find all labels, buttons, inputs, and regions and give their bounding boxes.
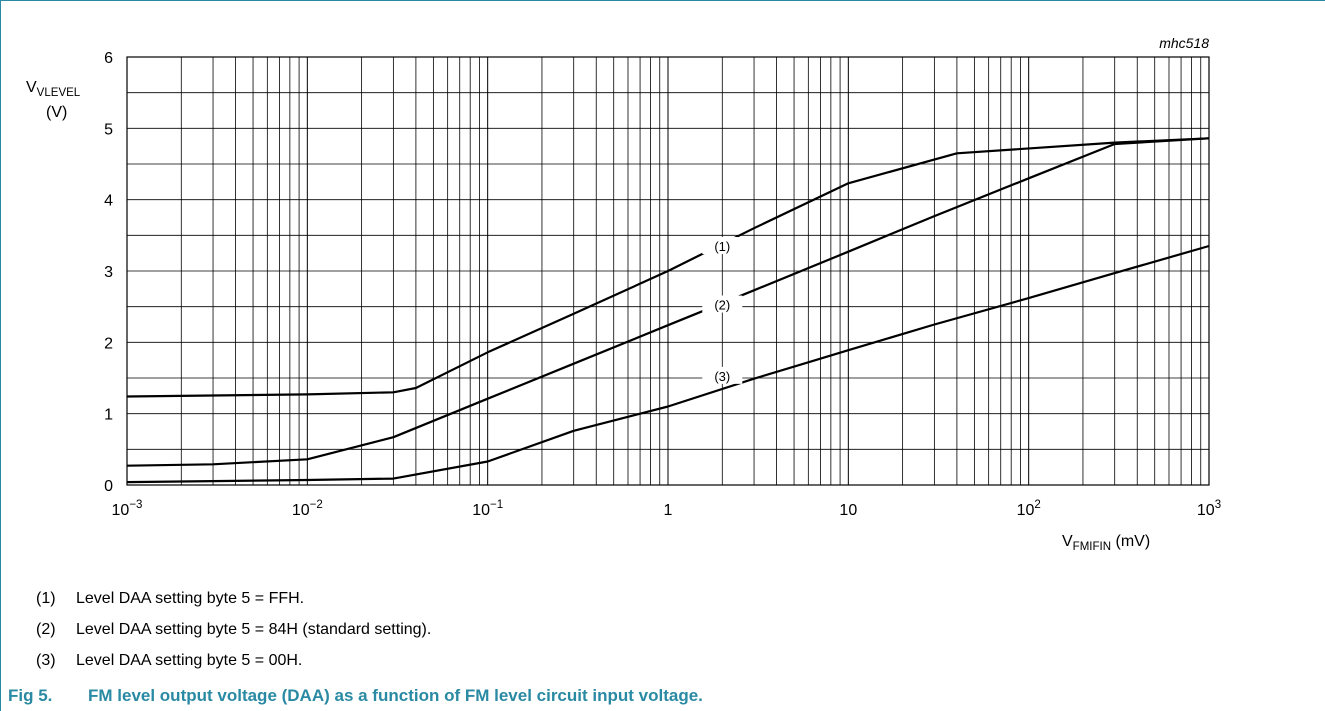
caption-label: Fig 5. (8, 686, 53, 705)
x-tick-label: 1 (664, 502, 673, 519)
y-tick-label: 0 (104, 478, 113, 495)
legend-text-2: Level DAA setting byte 5 = 84H (standard… (76, 621, 432, 638)
series-label-2: (2) (714, 298, 730, 313)
x-tick-label: 103 (1197, 499, 1221, 519)
legend-text-1: Level DAA setting byte 5 = FFH. (76, 590, 305, 607)
y-tick-label: 2 (104, 335, 113, 352)
y-tick-label: 3 (104, 264, 113, 281)
y-tick-label: 5 (104, 121, 113, 138)
x-tick-label: 10−1 (472, 499, 503, 519)
y-axis-unit: (V) (46, 104, 67, 121)
series-label-bg-1 (702, 237, 743, 255)
series-line-2 (126, 137, 1210, 467)
x-tick-label: 102 (1017, 499, 1041, 519)
y-tick-label: 6 (104, 50, 113, 67)
series-line-3 (126, 244, 1210, 484)
series-label-1: (1) (714, 239, 730, 254)
fm-level-chart: 0 1 2 3 4 5 6 10−3 10−2 10−1 1 10 102 103 VVLEVEL (V) VF… (26, 35, 1221, 553)
y-axis-label: VVLEVEL (26, 79, 81, 99)
series-line-1 (126, 137, 1210, 398)
legend-item-1: (1) Level DAA setting byte 5 = FFH. (36, 590, 304, 608)
x-axis-label: VFMIFIN (mV) (1062, 533, 1150, 553)
legend-text-3: Level DAA setting byte 5 = 00H. (76, 652, 303, 669)
figure-caption: Fig 5. FM level output voltage (DAA) as a… (8, 686, 703, 706)
x-tick-label: 10−3 (112, 499, 143, 519)
y-tick-label: 1 (104, 407, 113, 424)
x-tick-label: 10−2 (292, 499, 323, 519)
y-tick-label: 4 (104, 193, 113, 210)
legend-num-3: (3) (36, 652, 56, 669)
series-label-bg-2 (702, 295, 743, 313)
plot-frame (126, 56, 1210, 486)
figure-code: mhc518 (1159, 35, 1209, 51)
legend-item-3: (3) Level DAA setting byte 5 = 00H. (36, 652, 302, 670)
caption-text: FM level output voltage (DAA) as a funct… (88, 686, 703, 705)
legend-num-1: (1) (36, 590, 56, 607)
series-label-3: (3) (714, 369, 730, 384)
series-label-bg-3 (702, 366, 743, 384)
x-tick-label: 10 (839, 502, 857, 519)
legend-item-2: (2) Level DAA setting byte 5 = 84H (stand… (36, 621, 431, 639)
legend-num-2: (2) (36, 621, 56, 638)
